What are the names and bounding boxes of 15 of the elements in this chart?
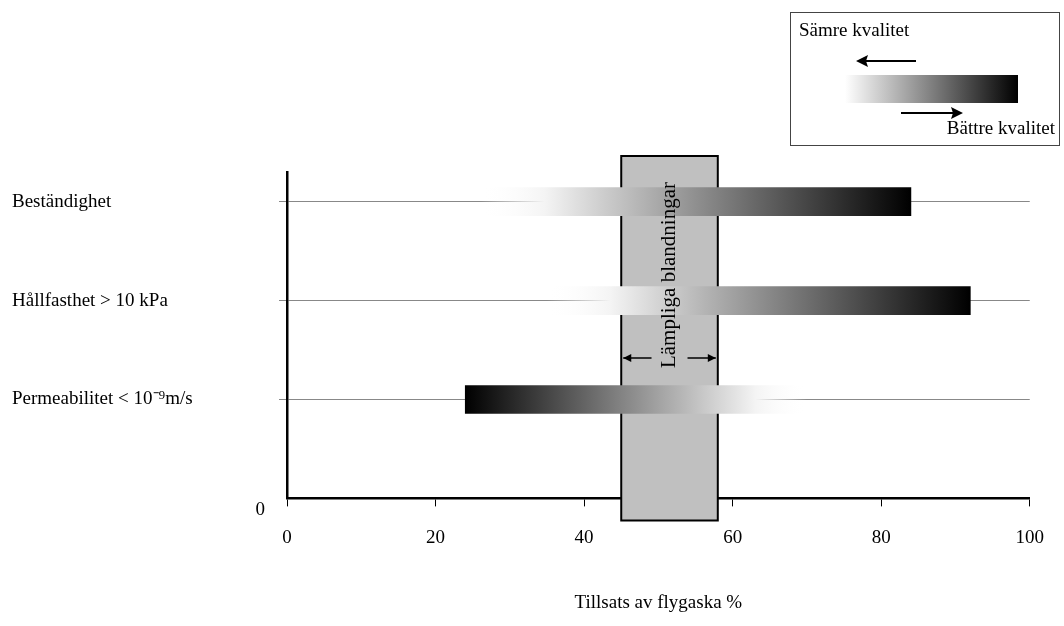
x-axis-title: Tillsats av flygaska % (574, 590, 743, 612)
y-tick-label: Hållfasthet > 10 kPa (12, 288, 169, 310)
x-tick-label: 20 (426, 525, 446, 547)
x-tick-label: 80 (871, 525, 891, 547)
text: Bättre kvalitet (946, 117, 1055, 139)
bar (464, 385, 808, 414)
text: Sämre kvalitet (799, 19, 910, 41)
x-tick-label: 60 (723, 525, 743, 547)
band-label: Lämpliga blandningar (656, 182, 681, 369)
x-tick-label: 0 (282, 525, 292, 547)
y-tick-label: Permeabilitet < 10⁻⁹m/s (12, 387, 193, 409)
text: 0 (255, 498, 265, 520)
y-tick-label: Beständighet (12, 189, 112, 211)
x-tick-label: 100 (1015, 525, 1044, 547)
x-tick-label: 40 (574, 525, 594, 547)
